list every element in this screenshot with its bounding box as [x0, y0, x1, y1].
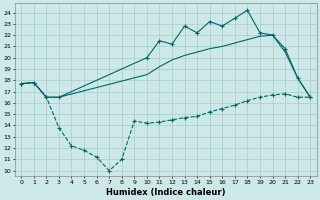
X-axis label: Humidex (Indice chaleur): Humidex (Indice chaleur)	[106, 188, 226, 197]
